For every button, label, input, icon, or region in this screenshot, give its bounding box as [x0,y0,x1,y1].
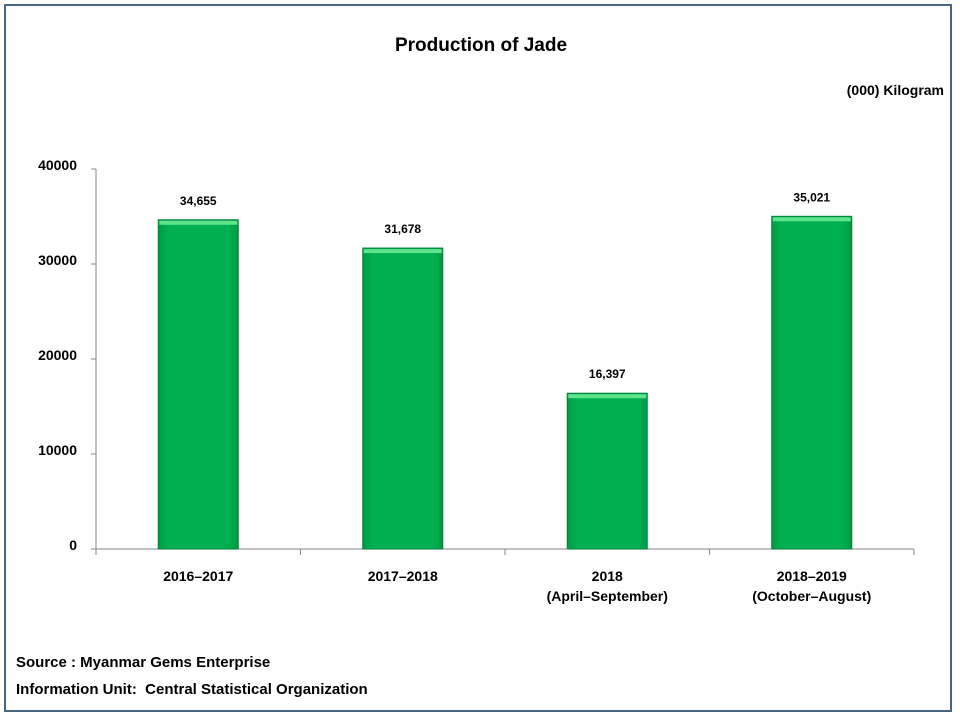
bar-body [157,219,239,550]
y-tick-label: 40000 [38,157,77,173]
bar [771,215,853,550]
bar-bevel [363,249,442,254]
bar [362,247,444,550]
x-tick-label: 2016–2017 [163,568,233,584]
x-tick-label: 2018 [592,568,623,584]
data-label: 34,655 [180,194,217,208]
source-note: Source : Myanmar Gems Enterprise [16,654,271,671]
x-tick-label: 2017–2018 [368,568,438,584]
bar-bevel [568,394,647,399]
bars [157,215,853,550]
data-label: 16,397 [589,367,626,381]
data-labels: 34,655 31,678 16,397 35,021 [180,190,831,381]
bar-body [566,392,648,550]
bar-bevel [159,220,238,225]
bar-bevel [772,217,851,222]
y-tick-label: 20000 [38,347,77,363]
bar-body [771,215,853,550]
information-unit-note: Information Unit: Central Statistical Or… [16,681,368,698]
unit-label: (000) Kilogram [847,82,944,98]
y-tick-label: 0 [69,537,77,553]
data-label: 31,678 [384,222,421,236]
x-tick-label: (October–August) [752,588,871,604]
x-tick-label: 2018–2019 [777,568,847,584]
bar-body [362,247,444,550]
y-tick-label: 10000 [38,442,77,458]
bar [157,219,239,550]
y-tick-label: 30000 [38,252,77,268]
bar [566,392,648,550]
x-tick-label: (April–September) [547,588,668,604]
chart-title: Production of Jade [395,35,567,56]
data-label: 35,021 [793,190,830,204]
